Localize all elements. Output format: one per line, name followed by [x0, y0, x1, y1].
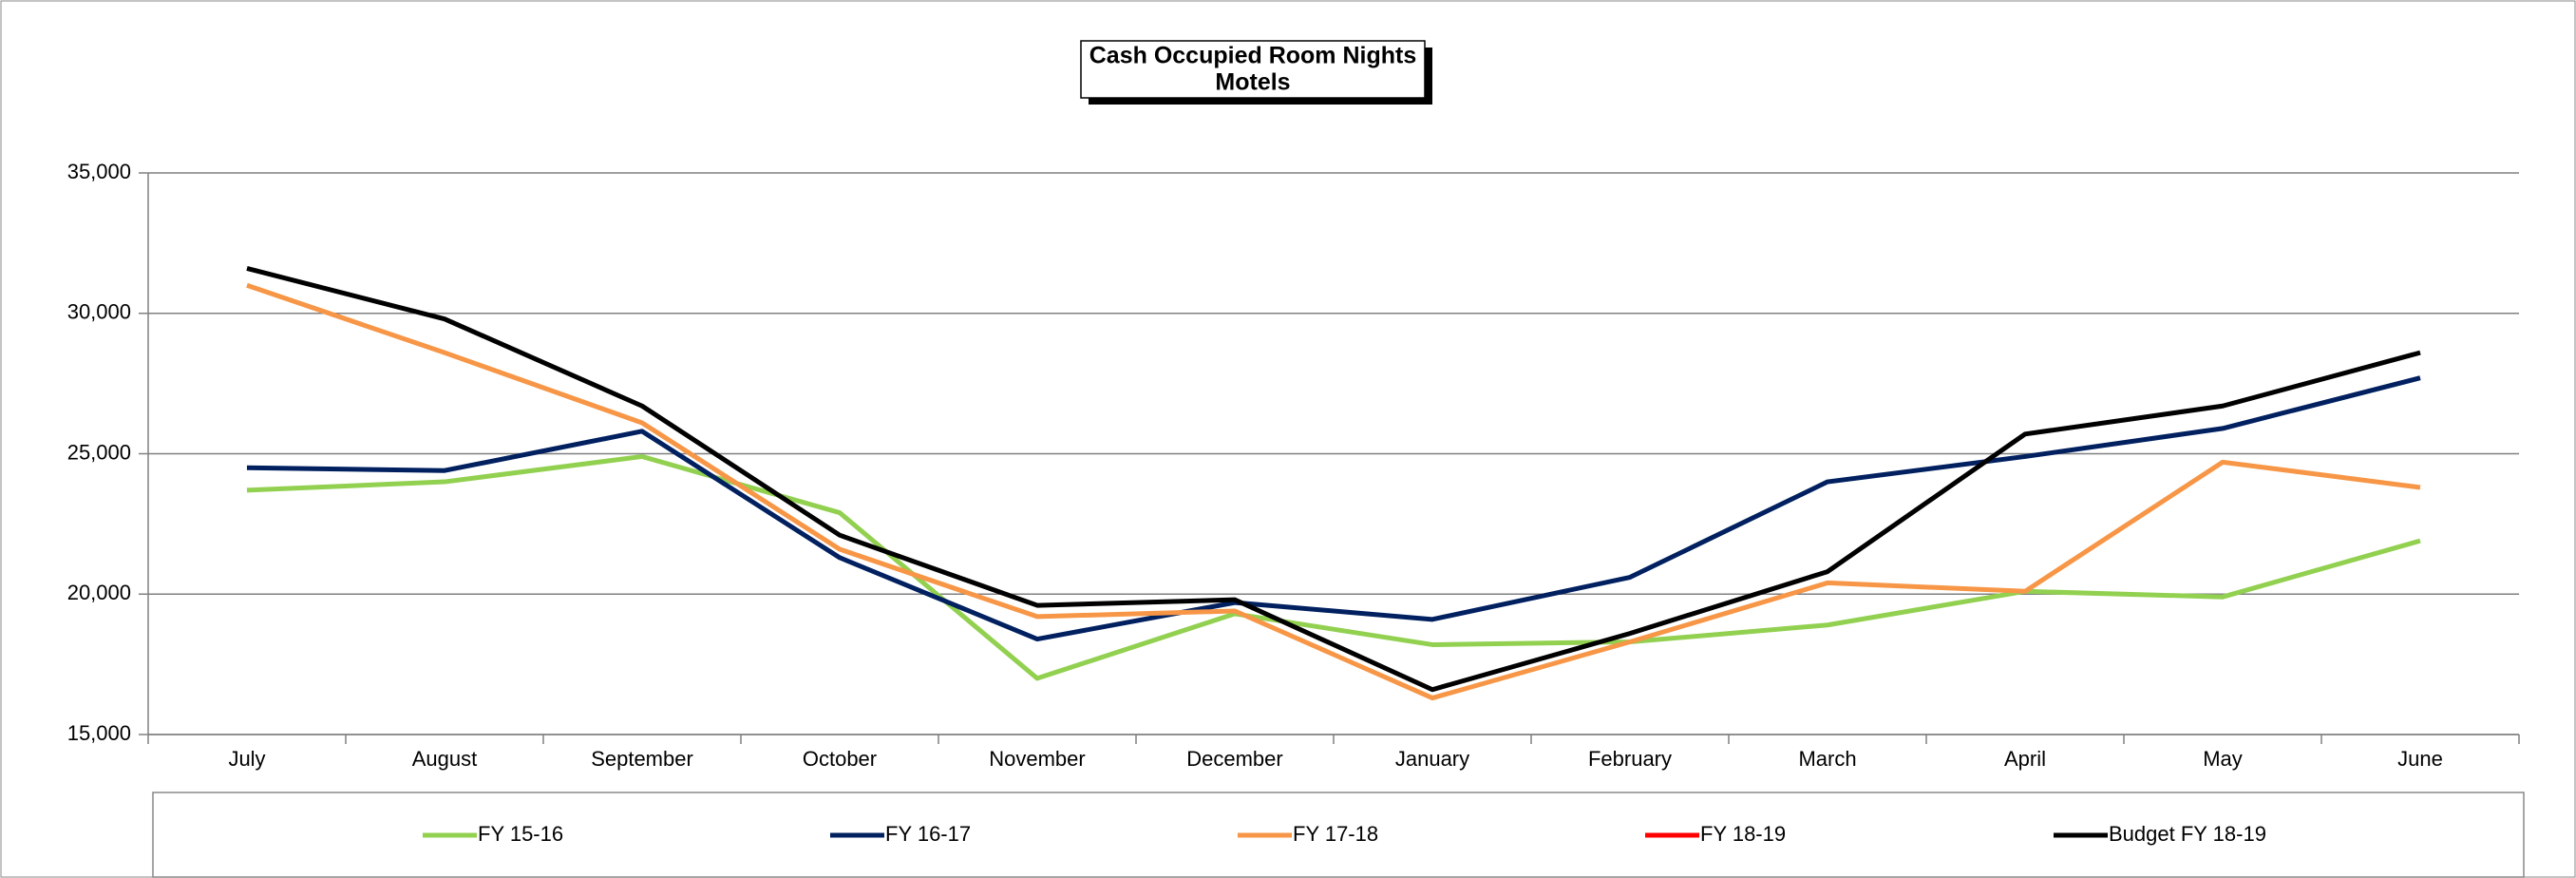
x-tick-label: April — [2004, 747, 2046, 771]
x-tick-label: September — [591, 747, 693, 771]
chart-subtitle: Motels — [1215, 69, 1290, 96]
y-tick-label: 35,000 — [67, 160, 131, 183]
y-tick-label: 30,000 — [67, 300, 131, 324]
title-box — [1080, 40, 1426, 99]
legend-box — [152, 792, 2525, 878]
y-tick-label: 20,000 — [67, 581, 131, 604]
series-line — [246, 375, 2421, 642]
x-tick-label: December — [1186, 747, 1282, 771]
x-tick-label: June — [2397, 747, 2443, 771]
legend-label: FY 18-19 — [1700, 822, 1786, 846]
x-tick-label: July — [228, 747, 265, 771]
y-tick-label: 25,000 — [67, 440, 131, 464]
x-tick-label: January — [1395, 747, 1469, 771]
x-tick-label: August — [412, 747, 478, 771]
chart-title: Cash Occupied Room Nights — [1089, 43, 1416, 69]
legend-label: FY 16-17 — [885, 822, 971, 846]
series-line — [246, 282, 2421, 701]
x-tick-label: March — [1798, 747, 1856, 771]
legend-label: FY 17-18 — [1293, 822, 1378, 846]
legend-label: Budget FY 18-19 — [2109, 822, 2266, 846]
x-tick-label: February — [1588, 747, 1672, 771]
x-tick-label: October — [803, 747, 877, 771]
x-tick-label: May — [2203, 747, 2243, 771]
series-line — [246, 453, 2421, 681]
x-tick-label: November — [989, 747, 1085, 771]
legend-label: FY 15-16 — [478, 822, 563, 846]
y-tick-label: 15,000 — [67, 721, 131, 745]
series-line — [246, 266, 2421, 693]
